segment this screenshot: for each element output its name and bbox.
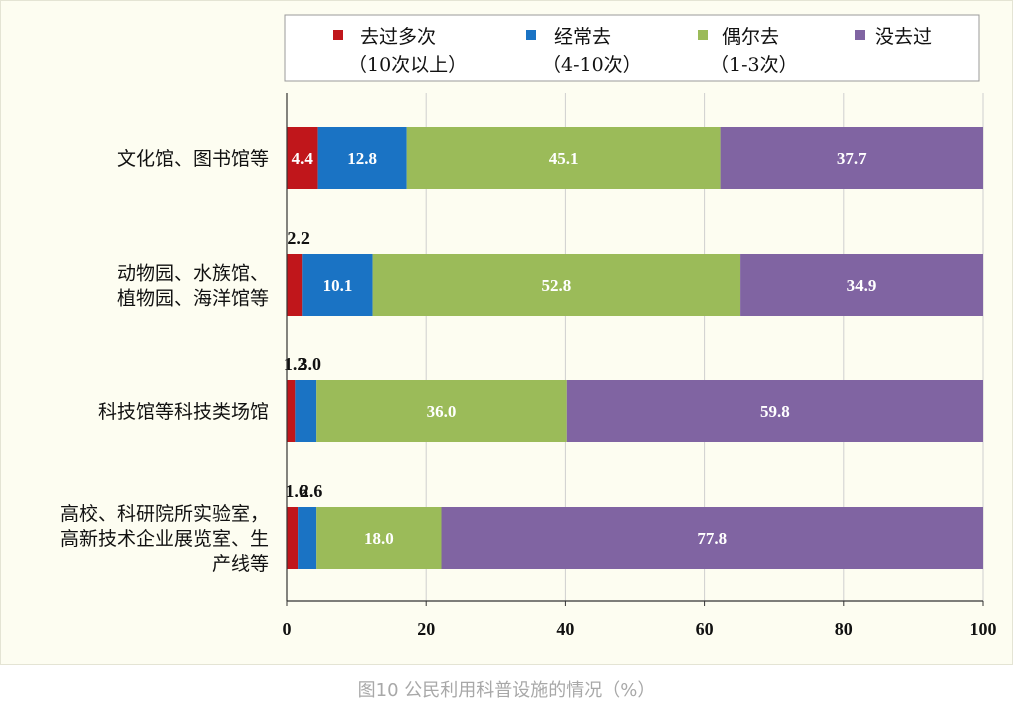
bar-4-series-3 [316, 507, 442, 569]
bars: 4.4 12.8 45.1 37.7 文化馆、图书馆等 2.2 10.1 52.8 34.9 动物… [60, 127, 984, 575]
legend-sublabel-1: （10次以上） [348, 54, 467, 76]
legend-swatch-2 [526, 30, 536, 40]
data-label-2-4: 34.9 [847, 276, 877, 295]
legend-box [284, 14, 980, 82]
bar-2-series-3 [372, 254, 741, 316]
bar-4-series-1 [287, 507, 299, 569]
bar-3-series-4 [566, 380, 983, 442]
legend-label-4: 没去过 [875, 26, 932, 48]
chart-frame: 去过多次 （10次以上） 经常去 （4-10次） 偶尔去 （1-3次） 没去过 4.4 12.… [0, 0, 1013, 665]
data-label-2-2: 10.1 [323, 276, 353, 295]
bar-3-series-2 [295, 380, 317, 442]
bar-2-series-4 [740, 254, 983, 316]
legend-label-1: 去过多次 [360, 26, 436, 48]
bar-2-series-2 [302, 254, 373, 316]
category-label-4-line-1: 高校、科研院所实验室， [60, 503, 269, 525]
data-label-1-1: 4.4 [292, 149, 314, 168]
category-label-3-line-1: 科技馆等科技类场馆 [98, 401, 269, 423]
x-tick-label-20: 20 [417, 619, 435, 639]
legend-label-2: 经常去 [554, 26, 611, 48]
category-label-1-line-1: 文化馆、图书馆等 [117, 148, 269, 170]
bar-1-series-1 [287, 127, 318, 189]
bar-1-series-3 [406, 127, 721, 189]
bar-2-series-1 [287, 254, 303, 316]
bar-4-series-4 [441, 507, 984, 569]
data-label-1-2: 12.8 [347, 149, 377, 168]
data-label-3-4: 59.8 [760, 402, 790, 421]
axes: 0 20 40 60 80 100 [283, 93, 997, 639]
bar-4-series-2 [298, 507, 317, 569]
x-tick-label-80: 80 [835, 619, 853, 639]
category-label-4-line-2: 高新技术企业展览室、生 [60, 528, 269, 550]
category-label-4-line-3: 产线等 [212, 553, 269, 575]
data-label-4-2: 2.6 [300, 481, 323, 501]
data-label-3-1: 1.2 [284, 354, 307, 374]
data-label-4-1: 1.6 [285, 481, 308, 501]
bar-3-series-1 [287, 380, 296, 442]
bar-1-series-2 [317, 127, 407, 189]
legend-sublabel-3: （1-3次） [710, 54, 798, 76]
stacked-bar-chart: 去过多次 （10次以上） 经常去 （4-10次） 偶尔去 （1-3次） 没去过 4.4 12.… [60, 14, 997, 639]
data-label-3-3: 36.0 [427, 402, 457, 421]
figure-caption: 图10 公民利用科普设施的情况（%） [357, 680, 656, 701]
data-label-1-4: 37.7 [837, 149, 867, 168]
x-tick-label-40: 40 [556, 619, 574, 639]
data-label-4-3: 18.0 [364, 529, 394, 548]
legend-swatch-3 [698, 30, 708, 40]
x-tick-label-0: 0 [283, 619, 292, 639]
legend-swatch-1 [333, 30, 343, 40]
x-tick-label-100: 100 [970, 619, 997, 639]
legend: 去过多次 （10次以上） 经常去 （4-10次） 偶尔去 （1-3次） 没去过 [284, 14, 980, 82]
category-label-2-line-2: 植物园、海洋馆等 [117, 288, 269, 310]
data-label-1-3: 45.1 [549, 149, 579, 168]
bar-3-series-3 [316, 380, 567, 442]
legend-sublabel-2: （4-10次） [542, 54, 642, 76]
legend-label-3: 偶尔去 [722, 26, 779, 48]
x-tick-label-60: 60 [696, 619, 714, 639]
data-label-4-4: 77.8 [697, 529, 727, 548]
bar-1-series-4 [720, 127, 983, 189]
data-label-2-3: 52.8 [541, 276, 571, 295]
data-label-2-1: 2.2 [287, 228, 310, 248]
category-label-2-line-1: 动物园、水族馆、 [117, 263, 269, 285]
legend-swatch-4 [855, 30, 865, 40]
data-label-3-2: 3.0 [299, 354, 322, 374]
